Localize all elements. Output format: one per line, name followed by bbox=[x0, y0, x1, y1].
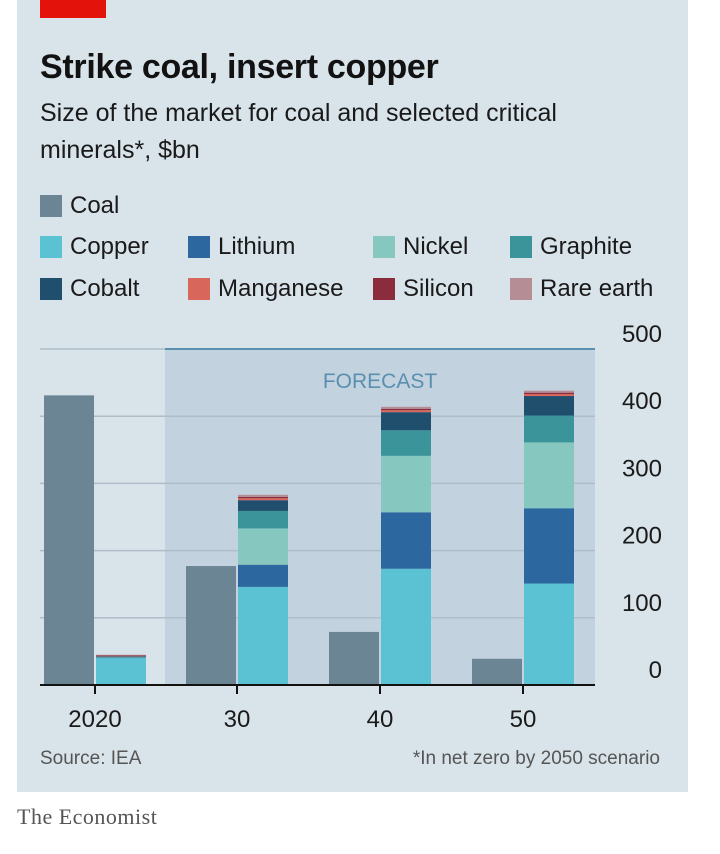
bar-rare_earth-30 bbox=[238, 494, 288, 497]
legend-label-graphite: Graphite bbox=[540, 233, 633, 260]
bar-copper-30 bbox=[238, 586, 288, 685]
y-tick-label-0: 0 bbox=[649, 657, 662, 684]
bar-lithium-40 bbox=[381, 512, 431, 569]
forecast-band bbox=[165, 349, 595, 685]
y-tick-label-300: 300 bbox=[622, 455, 662, 482]
chart-title: Strike coal, insert copper bbox=[40, 48, 439, 86]
bar-lithium-2020 bbox=[96, 657, 146, 659]
legend-item-silicon: Silicon bbox=[373, 274, 474, 304]
legend-label-lithium: Lithium bbox=[218, 233, 296, 260]
y-tick-label-500: 500 bbox=[622, 321, 662, 348]
x-tick-label-40: 40 bbox=[367, 706, 394, 733]
bar-coal-50 bbox=[472, 658, 522, 685]
bar-graphite-40 bbox=[381, 430, 431, 456]
bar-lithium-50 bbox=[524, 508, 574, 584]
legend-swatch-rare-earth bbox=[510, 278, 532, 300]
legend-label-rare-earth: Rare earth bbox=[540, 275, 654, 302]
bar-copper-2020 bbox=[96, 658, 146, 685]
legend-swatch-silicon bbox=[373, 278, 395, 300]
bar-nickel-30 bbox=[238, 528, 288, 565]
bar-nickel-2020 bbox=[96, 656, 146, 658]
brand-wordmark: The Economist bbox=[17, 804, 158, 829]
forecast-label: FORECAST bbox=[323, 370, 438, 393]
bar-rare_earth-2020 bbox=[96, 654, 146, 656]
bar-manganese-2020 bbox=[96, 655, 146, 657]
legend-swatch-nickel bbox=[373, 236, 395, 258]
legend-swatch-coal bbox=[40, 195, 62, 217]
chart-subtitle: Size of the market for coal and selected… bbox=[40, 99, 557, 164]
legend-label-silicon: Silicon bbox=[403, 275, 474, 302]
bar-graphite-30 bbox=[238, 510, 288, 529]
bar-manganese-30 bbox=[238, 498, 288, 501]
bar-copper-50 bbox=[524, 583, 574, 685]
x-tick-label-50: 50 bbox=[510, 706, 537, 733]
bar-lithium-30 bbox=[238, 564, 288, 587]
bar-nickel-40 bbox=[381, 455, 431, 513]
bar-manganese-50 bbox=[524, 394, 574, 397]
x-tick-label-2020: 2020 bbox=[68, 706, 121, 733]
legend-swatch-copper bbox=[40, 236, 62, 258]
bar-silicon-50 bbox=[524, 392, 574, 395]
x-tick-label-30: 30 bbox=[224, 706, 251, 733]
bar-cobalt-40 bbox=[381, 412, 431, 431]
legend-label-copper: Copper bbox=[70, 233, 149, 260]
legend-label-cobalt: Cobalt bbox=[70, 275, 140, 302]
legend-item-coal: Coal bbox=[40, 191, 119, 221]
source-note: Source: IEA bbox=[40, 748, 142, 769]
legend-item-lithium: Lithium bbox=[188, 232, 295, 262]
footnote: *In net zero by 2050 scenario bbox=[412, 748, 660, 769]
bar-coal-30 bbox=[186, 566, 236, 685]
brand-accent-tab bbox=[40, 0, 106, 18]
legend-item-copper: Copper bbox=[40, 232, 149, 262]
bar-rare_earth-40 bbox=[381, 406, 431, 409]
bar-silicon-30 bbox=[238, 496, 288, 499]
y-tick-label-100: 100 bbox=[622, 590, 662, 617]
bar-coal-40 bbox=[329, 631, 379, 685]
bar-cobalt-50 bbox=[524, 396, 574, 416]
bar-cobalt-30 bbox=[238, 500, 288, 511]
legend-item-rare-earth: Rare earth bbox=[510, 274, 653, 304]
legend-label-nickel: Nickel bbox=[403, 233, 469, 260]
y-tick-label-400: 400 bbox=[622, 388, 662, 415]
bar-copper-40 bbox=[381, 568, 431, 685]
legend-label-coal: Coal bbox=[70, 192, 120, 219]
bar-silicon-40 bbox=[381, 408, 431, 411]
legend-item-graphite: Graphite bbox=[510, 232, 632, 262]
bar-rare_earth-50 bbox=[524, 390, 574, 393]
legend-item-nickel: Nickel bbox=[373, 232, 468, 262]
bar-coal-2020 bbox=[44, 395, 94, 685]
legend-item-manganese: Manganese bbox=[188, 274, 343, 304]
legend-swatch-lithium bbox=[188, 236, 210, 258]
bar-manganese-40 bbox=[381, 410, 431, 413]
bar-silicon-2020 bbox=[96, 655, 146, 657]
legend-swatch-cobalt bbox=[40, 278, 62, 300]
legend-label-manganese: Manganese bbox=[218, 275, 344, 302]
bar-nickel-50 bbox=[524, 442, 574, 509]
legend-swatch-manganese bbox=[188, 278, 210, 300]
legend-item-cobalt: Cobalt bbox=[40, 274, 139, 304]
bar-graphite-50 bbox=[524, 415, 574, 443]
bar-cobalt-2020 bbox=[96, 656, 146, 657]
bar-graphite-2020 bbox=[96, 656, 146, 658]
legend-swatch-graphite bbox=[510, 236, 532, 258]
y-tick-label-200: 200 bbox=[622, 523, 662, 550]
